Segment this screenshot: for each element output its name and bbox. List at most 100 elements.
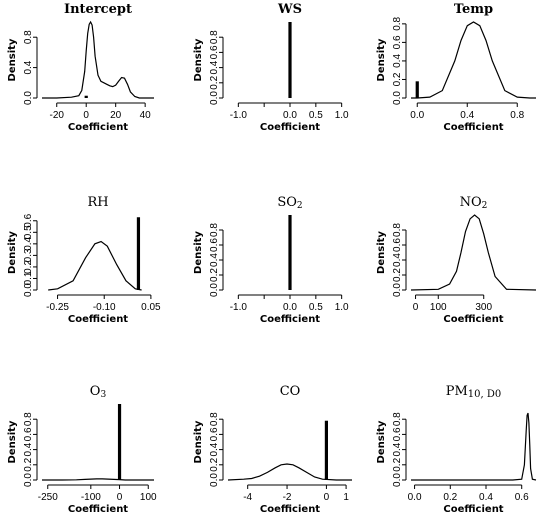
y-tick-label: 0.2 — [209, 75, 220, 89]
panel-title: SO2 — [277, 195, 302, 211]
x-tick-label: 0.0 — [408, 492, 422, 503]
y-axis-label: Density — [7, 420, 18, 463]
panel-2: Temp 0.0 0.2 0.4 0.6 0.8 0.0 0.4 0.8 Density Coeff… — [376, 2, 536, 133]
y-tick-label: 0.4 — [23, 236, 34, 250]
panel-title: PM10, D0 — [446, 384, 502, 400]
y-tick-label: 0.0 — [209, 283, 220, 297]
panel-title-subscript: 3 — [100, 390, 106, 400]
x-axis-label: Coefficient — [68, 314, 128, 325]
panel-title: WS — [277, 2, 302, 17]
y-tick-label: 0.2 — [392, 72, 403, 86]
x-axis-label: Coefficient — [443, 122, 503, 133]
y-tick-label: 0.0 — [23, 473, 34, 487]
y-axis-label: Density — [193, 420, 204, 463]
x-tick-label: -2 — [283, 492, 292, 503]
density-curve — [48, 240, 142, 291]
y-tick-label: 0.2 — [209, 268, 220, 282]
density-curve — [411, 21, 536, 99]
x-axis-label: Coefficient — [260, 122, 320, 133]
x-tick-label: 0 — [117, 492, 123, 503]
y-tick-label: 0.2 — [23, 260, 34, 274]
y-axis-label: Density — [376, 420, 387, 463]
panel-title: RH — [87, 195, 108, 210]
panel-title: Temp — [454, 2, 493, 17]
panel-title-subscript: 2 — [482, 201, 488, 211]
y-tick-label: 0.0 — [392, 91, 403, 105]
x-tick-label: 40 — [140, 110, 152, 121]
y-tick-label: 0.0 — [392, 283, 403, 297]
y-axis-label: Density — [376, 231, 387, 274]
x-tick-label: 100 — [140, 492, 157, 503]
y-tick-label: 0.4 — [23, 60, 34, 74]
panel-title-subscript: 10, D0 — [468, 389, 501, 400]
y-tick-label: 0.4 — [23, 442, 34, 456]
x-tick-label: 0 — [324, 492, 330, 503]
x-tick-label: 1.0 — [335, 302, 349, 313]
x-tick-label: 0.5 — [309, 302, 323, 313]
y-tick-label: 0.2 — [209, 457, 220, 471]
y-tick-label: 0.6 — [392, 427, 403, 441]
density-curve — [42, 20, 154, 99]
y-tick-label: 0.4 — [209, 442, 220, 456]
density-curve — [227, 463, 352, 481]
x-tick-label: -1.0 — [230, 110, 248, 121]
x-tick-label: 20 — [110, 110, 122, 121]
x-tick-label: -100 — [81, 492, 101, 503]
y-tick-label: 0.3 — [23, 248, 34, 262]
x-tick-label: 0 — [83, 110, 89, 121]
y-tick-label: 0.8 — [392, 412, 403, 426]
y-tick-label: 0.8 — [209, 412, 220, 426]
x-axis-label: Coefficient — [68, 504, 128, 515]
y-tick-label: 0.8 — [392, 223, 403, 237]
panel-title: Intercept — [64, 2, 132, 17]
y-tick-label: 0.6 — [392, 238, 403, 252]
panel-title: O3 — [90, 384, 107, 400]
panel-title-subscript: 2 — [297, 201, 303, 211]
x-tick-label: -250 — [38, 492, 58, 503]
y-tick-label: 0.6 — [209, 427, 220, 441]
y-tick-label: 0.8 — [23, 412, 34, 426]
x-tick-label: 0.2 — [443, 492, 457, 503]
y-tick-label: 0.4 — [392, 253, 403, 267]
y-tick-label: 0.0 — [209, 473, 220, 487]
x-tick-label: -0.10 — [93, 302, 116, 313]
x-tick-label: 0.4 — [479, 492, 493, 503]
density-curve — [410, 214, 537, 291]
y-axis-label: Density — [7, 38, 18, 81]
y-tick-label: 0.4 — [392, 54, 403, 68]
x-tick-label: -1.0 — [230, 302, 248, 313]
y-tick-label: 0.4 — [209, 60, 220, 74]
x-axis-label: Coefficient — [260, 504, 320, 515]
y-tick-label: 0.5 — [23, 225, 34, 239]
panel-6: O3 0.0 0.20.40.60.8 -250 -100 0 100 Density Coef… — [7, 384, 157, 515]
x-axis-label: Coefficient — [443, 314, 503, 325]
x-tick-label: 1 — [343, 492, 349, 503]
x-axis-label: Coefficient — [260, 314, 320, 325]
x-tick-label: -0.25 — [46, 302, 69, 313]
y-tick-label: 0.6 — [392, 35, 403, 49]
y-axis-label: Density — [376, 38, 387, 81]
x-tick-label: 0.8 — [510, 110, 524, 121]
x-tick-label: 0.05 — [141, 302, 161, 313]
panel-1: WS 0.0 0.20.40.60.8 -1.0 0.0 0.5 1.0 Density Coe… — [193, 2, 349, 133]
x-tick-label: -4 — [243, 492, 252, 503]
y-tick-label: 0.2 — [392, 268, 403, 282]
panel-8: PM10, D00.00.20.40.60.80.0 0.2 0.4 0.6Densi… — [376, 384, 537, 515]
y-tick-label: 0.4 — [209, 253, 220, 267]
y-tick-label: 0.0 — [23, 91, 34, 105]
y-tick-label: 0.6 — [23, 427, 34, 441]
y-axis-label: Density — [193, 38, 204, 81]
x-tick-label: 0.0 — [283, 302, 297, 313]
y-tick-label: 0.8 — [209, 30, 220, 44]
panel-7: CO 0.0 0.20.40.60.8 -4 -2 0 1 Density Coefficien… — [193, 384, 352, 515]
y-tick-label: 0.2 — [392, 457, 403, 471]
x-tick-label: 300 — [475, 302, 492, 313]
x-tick-label: 1.0 — [335, 110, 349, 121]
x-tick-label: 0.0 — [410, 110, 424, 121]
y-tick-label: 0.6 — [209, 238, 220, 252]
x-tick-label: 100 — [430, 302, 447, 313]
y-tick-label: 0.0 — [23, 283, 34, 297]
density-curve — [411, 412, 537, 481]
